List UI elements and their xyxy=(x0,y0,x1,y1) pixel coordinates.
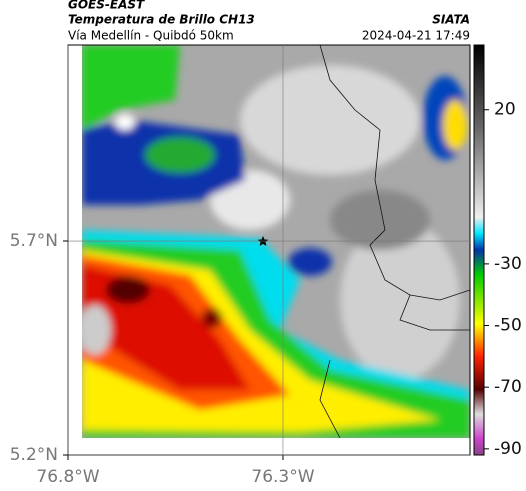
brand: SIATA xyxy=(432,13,470,27)
colorbar xyxy=(473,44,485,456)
title: Temperatura de Brillo CH13 xyxy=(68,13,255,27)
source: GOES-EAST xyxy=(68,0,145,12)
colorbar-tick-label: -30 xyxy=(494,254,522,274)
subtitle: Vía Medellín - Quibdó 50km xyxy=(68,29,234,43)
timestamp: 2024-04-21 17:49 xyxy=(362,29,470,43)
y-tick-label: 5.7°N xyxy=(10,231,58,251)
y-tick-label: 5.2°N xyxy=(10,445,58,465)
colorbar-tick-label: -90 xyxy=(494,439,522,459)
colorbar-tick-label: -50 xyxy=(494,316,522,336)
border xyxy=(319,289,470,438)
x-tick-label: 76.8°W xyxy=(36,467,99,487)
colorbar-tick-label: -70 xyxy=(494,377,522,397)
x-tick-label: 76.3°W xyxy=(251,467,314,487)
imagery xyxy=(82,45,470,438)
colorbar-tick-label: 20 xyxy=(494,100,516,120)
border xyxy=(319,45,470,331)
